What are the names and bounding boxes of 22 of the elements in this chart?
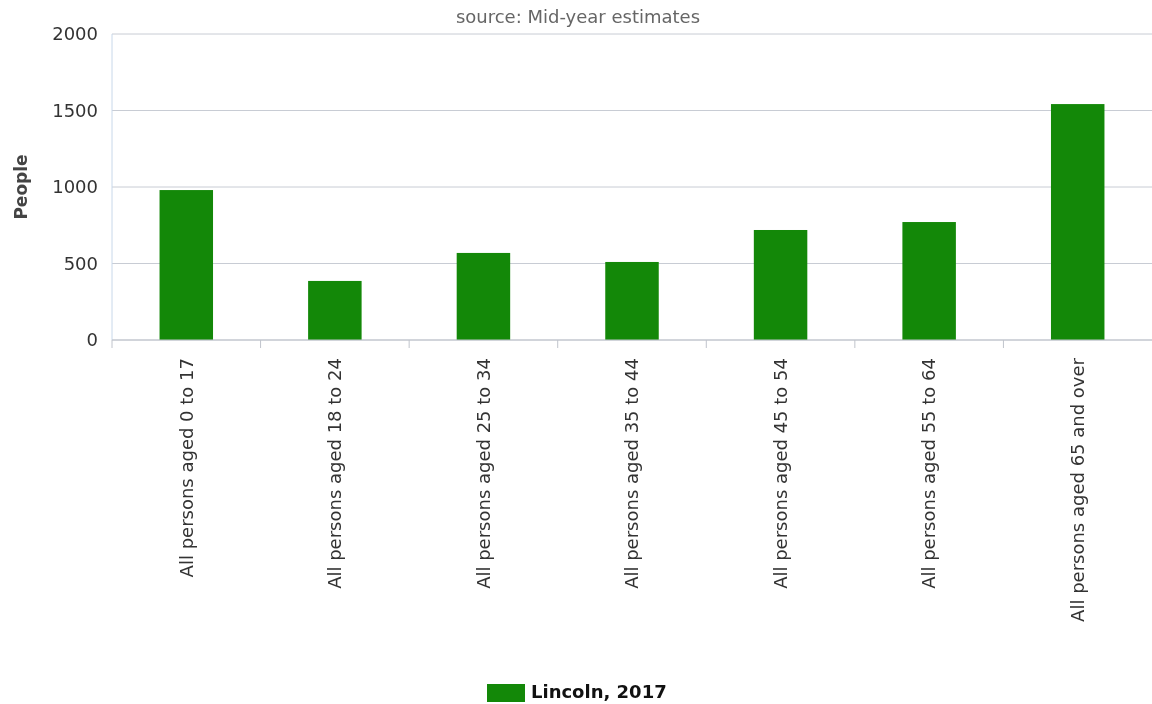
y-tick-label: 500 [63,252,98,274]
legend-label: Lincoln, 2017 [531,681,667,702]
x-tick-label: All persons aged 0 to 17 [175,358,197,578]
x-tick-label: All persons aged 45 to 54 [769,358,791,589]
y-tick-label: 2000 [52,23,98,45]
bar [753,229,808,340]
x-tick-label: All persons aged 55 to 64 [918,358,940,589]
x-tick-label: All persons aged 18 to 24 [324,358,346,589]
y-tick-label: 1000 [52,176,98,198]
x-tick-label: All persons aged 65 and over [1067,357,1089,622]
y-tick-label: 0 [86,329,98,351]
x-tick-label: All persons aged 25 to 34 [472,358,494,589]
chart-title: source: Mid-year estimates [455,6,701,27]
y-tick-label: 1500 [52,99,98,121]
bar [1050,104,1105,340]
bar [159,190,214,340]
y-axis-title: People [11,154,31,220]
bar [308,280,362,340]
bar [456,252,511,340]
bar [605,261,659,340]
x-tick-label: All persons aged 35 to 44 [621,358,643,589]
bar [902,222,956,340]
